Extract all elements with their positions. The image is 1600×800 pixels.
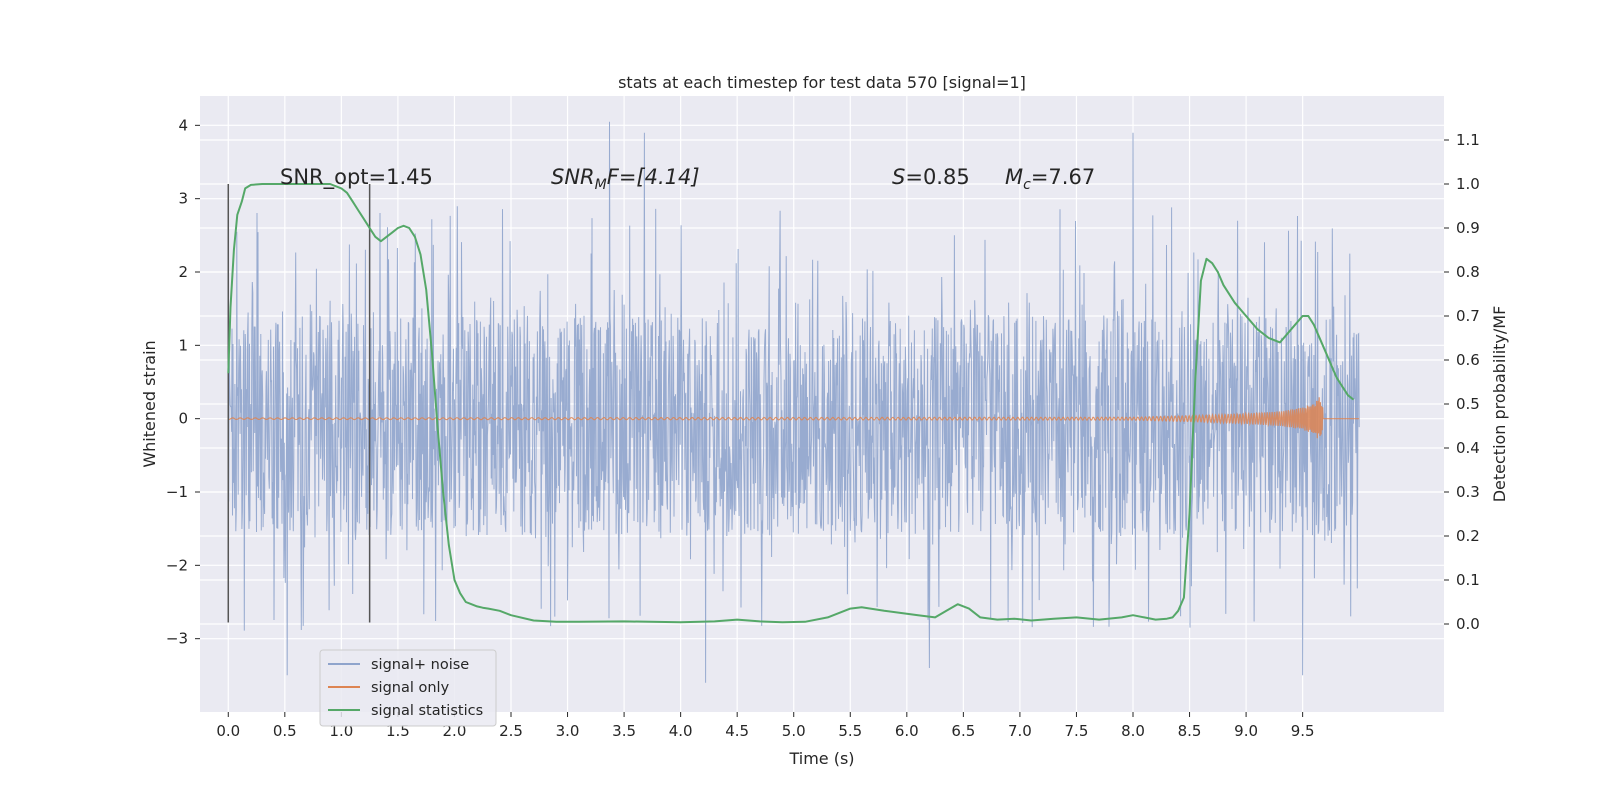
x-tick-label: 3.0 [556,722,580,740]
y-right-tick-label: 0.1 [1456,571,1480,589]
x-tick-label: 0.5 [273,722,297,740]
snr-mf-annotation: SNRMF=[4.14] [551,165,700,193]
x-tick-label: 9.5 [1291,722,1315,740]
legend: signal+ noise signal only signal statist… [319,649,497,727]
legend-label-noise: signal+ noise [371,657,469,673]
y-left-tick-label: 4 [178,116,188,134]
x-tick-label: 5.0 [782,722,806,740]
mc-sub: c [1023,177,1031,193]
legend-box [319,649,497,727]
chart-title: stats at each timestep for test data 570… [618,73,1026,92]
snr-mf-tail: F=[4.14] [607,165,700,189]
y-right-tick-label: 0.0 [1456,615,1480,633]
y-left-tick-label: −3 [166,630,188,648]
x-tick-label: 7.0 [1008,722,1032,740]
x-tick-label: 5.5 [838,722,862,740]
y-left-tick-label: 2 [178,263,188,281]
y-right-tick-label: 0.4 [1456,439,1480,457]
signal-line [228,397,1360,439]
y-left-tick-label: 1 [178,336,188,354]
x-tick-label: 2.5 [499,722,523,740]
x-tick-label: 6.5 [951,722,975,740]
x-tick-label: 8.5 [1178,722,1202,740]
x-tick-label: 6.0 [895,722,919,740]
mc-var: M [1005,165,1023,189]
y-left-tick-label: 0 [178,410,188,428]
y-right-tick-label: 1.1 [1456,131,1480,149]
x-tick-label: 4.0 [669,722,693,740]
x-tick-label: 7.5 [1065,722,1089,740]
mc-annotation: Mc=7.67 [1005,165,1095,193]
y-right-tick-label: 0.5 [1456,395,1480,413]
stats-series [227,183,1355,624]
window-lines [227,184,371,623]
x-tick-label: 4.5 [725,722,749,740]
snr-opt-annotation: SNR_opt=1.45 [280,165,433,190]
signal-series [228,397,1360,439]
s-annotation: S=0.85 [892,165,970,189]
y-right-tick-label: 1.0 [1456,175,1480,193]
mc-val: =7.67 [1031,165,1095,189]
stats-line [227,183,1355,624]
y-right-tick-label: 0.8 [1456,263,1480,281]
y-right-tick-label: 0.7 [1456,307,1480,325]
s-var: S [892,165,905,189]
legend-label-stats: signal statistics [371,703,483,719]
noise-series [227,121,1360,683]
x-tick-label: 0.0 [216,722,240,740]
x-tick-label: 3.5 [612,722,636,740]
legend-label-signal: signal only [371,680,450,696]
snr-mf-base: SNR [551,165,595,189]
y-right-tick-label: 0.9 [1456,219,1480,237]
snr-mf-sub: M [595,177,607,193]
x-tick-label: 9.0 [1234,722,1258,740]
noise-line [227,121,1360,683]
y-left-tick-label: −2 [166,556,188,574]
y-left-tick-label: −1 [166,483,188,501]
y-axis-label-right: Detection probability/MF [1490,306,1509,503]
y-right-tick-label: 0.2 [1456,527,1480,545]
x-axis-label: Time (s) [788,749,854,768]
s-val: =0.85 [905,165,969,189]
y-right-tick-label: 0.3 [1456,483,1480,501]
y-right-tick-label: 0.6 [1456,351,1480,369]
y-left-tick-label: 3 [178,190,188,208]
y-axis-label-left: Whitened strain [140,340,159,467]
x-tick-label: 8.0 [1121,722,1145,740]
